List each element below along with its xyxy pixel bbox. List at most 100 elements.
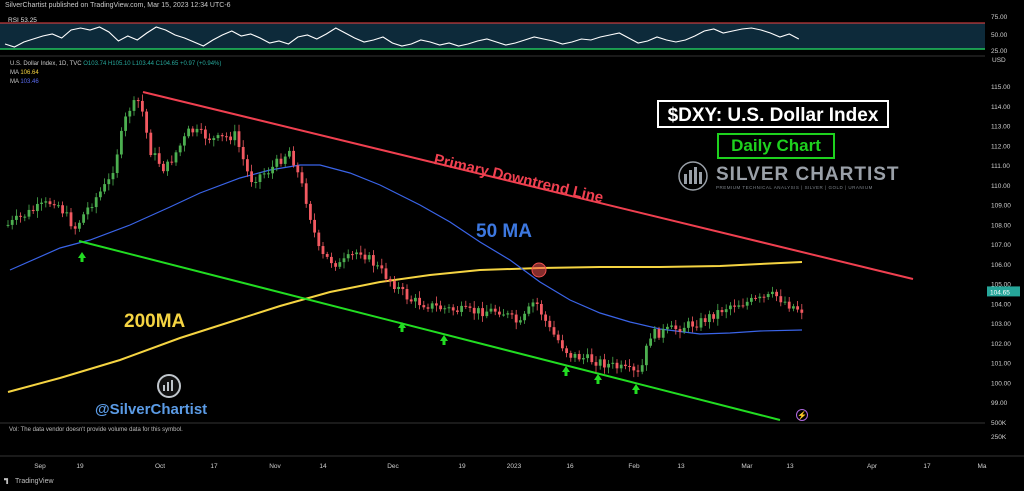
candle-body [481, 308, 484, 317]
candle-body [141, 100, 144, 112]
candle-body [422, 305, 426, 308]
candle-body [178, 145, 182, 153]
candle-body [107, 179, 111, 185]
candle-body [380, 265, 384, 269]
candle-body [23, 216, 27, 218]
candle-body [510, 313, 514, 315]
price-tick-label: 107.00 [991, 242, 1011, 249]
currency-label: USD [992, 57, 1006, 64]
candle-body [317, 232, 321, 247]
candle-body [552, 327, 556, 335]
rsi-tick-label: 50.00 [991, 32, 1008, 39]
legend-ma1[interactable]: MA 106.64 [10, 69, 221, 78]
candle-body [750, 297, 753, 302]
rsi-tick-label: 25.00 [991, 48, 1008, 55]
candle-body [619, 364, 623, 369]
ma50-annotation: 50 MA [476, 221, 532, 242]
candle-body [94, 197, 98, 208]
candle-body [640, 365, 644, 372]
candle-body [372, 255, 375, 266]
candle-body [569, 353, 573, 358]
legend-ma2[interactable]: MA 103.46 [10, 78, 221, 87]
candle-body [573, 354, 577, 358]
candle-body [451, 307, 455, 311]
candle-body [737, 305, 741, 307]
date-tick-label: 19 [76, 463, 84, 470]
candle-body [82, 214, 85, 223]
support-arrow-icon [440, 335, 448, 345]
volume-note: Vol: The data vendor doesn't provide vol… [9, 427, 183, 433]
candle-body [766, 294, 770, 298]
candle-body [342, 258, 346, 263]
candle-body [741, 305, 745, 307]
lightning-icon[interactable]: ⚡ [796, 409, 808, 421]
candle-body [590, 354, 594, 363]
ma-crossover-marker [531, 262, 547, 278]
tradingview-footer[interactable]: TradingView [4, 478, 54, 485]
date-tick-label: Sep [34, 463, 46, 470]
candle-body [775, 291, 778, 297]
candle-body [762, 296, 766, 298]
candle-body [649, 338, 652, 346]
candle-body [145, 111, 148, 133]
logo-tagline: PREMIUM TECHNICAL ANALYSIS | SILVER | GO… [716, 185, 873, 190]
candle-body [162, 163, 165, 172]
candle-body [414, 297, 417, 302]
date-tick-label: 19 [458, 463, 466, 470]
candle-body [195, 128, 199, 133]
chart-legend[interactable]: U.S. Dollar Index, 1D, TVC O103.74 H105.… [10, 60, 221, 87]
candle-body [346, 254, 350, 259]
legend-symbol[interactable]: U.S. Dollar Index, 1D, TVC O103.74 H105.… [10, 60, 221, 69]
candle-body [309, 203, 312, 220]
rsi-band [0, 23, 985, 49]
candle-body [687, 321, 690, 328]
candle-body [304, 183, 308, 204]
candle-body [111, 173, 115, 180]
date-tick-label: Apr [867, 463, 878, 470]
candle-body [216, 135, 220, 139]
price-tick-label: 106.00 [991, 262, 1011, 269]
rsi-tick-label: 75.00 [991, 14, 1008, 21]
candle-body [712, 314, 715, 319]
candle-body [691, 321, 694, 327]
price-tick-label: 114.00 [991, 104, 1011, 111]
candle-body [502, 314, 505, 316]
candle-body [359, 252, 363, 255]
candle-body [632, 366, 636, 371]
candle-body [556, 334, 560, 341]
candle-body [582, 358, 585, 360]
chart-subtitle: Daily Chart [717, 133, 835, 159]
support-arrow-icon [632, 384, 640, 394]
candle-body [199, 128, 203, 130]
candle-body [384, 268, 388, 279]
ma200-annotation: 200MA [124, 311, 186, 332]
candle-body [439, 305, 442, 310]
candle-body [498, 311, 501, 315]
support-trend-line [78, 240, 781, 421]
candle-body [645, 345, 648, 366]
candle-body [338, 262, 342, 267]
candle-body [460, 305, 463, 312]
legend-ma2-label: MA [10, 79, 19, 85]
candle-body [69, 212, 73, 227]
candle-body [86, 207, 90, 215]
candle-body [241, 146, 245, 160]
date-tick-label: Mar [741, 463, 753, 470]
candle-body [754, 297, 757, 299]
candle-body [758, 296, 762, 299]
candle-body [703, 318, 707, 323]
candle-body [485, 311, 489, 317]
candle-body [426, 307, 430, 309]
price-tick-label: 100.00 [991, 380, 1011, 387]
last-price-badge [987, 286, 1020, 297]
candle-body [787, 301, 791, 309]
author-handle: @SilverChartist [95, 401, 208, 418]
candle-body [720, 310, 724, 313]
support-arrow-icon [562, 366, 570, 376]
handle-logo-icon [157, 374, 181, 398]
candle-body [15, 215, 18, 220]
legend-ma1-label: MA [10, 70, 19, 76]
candle-body [598, 359, 602, 366]
candle-body [57, 205, 60, 207]
